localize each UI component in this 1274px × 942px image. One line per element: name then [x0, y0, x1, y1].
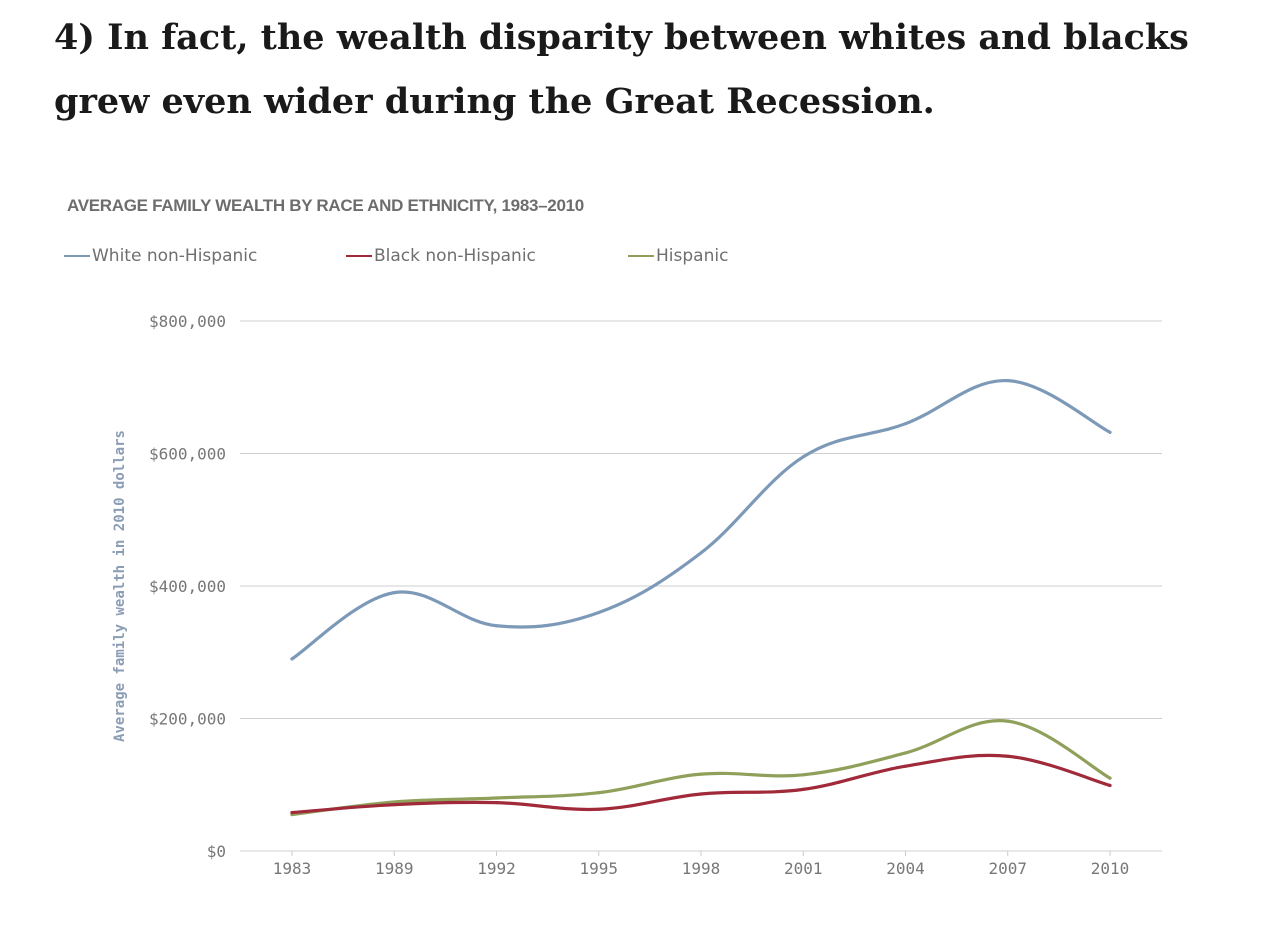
legend-item-hispanic: Hispanic — [628, 246, 728, 266]
x-tick-label: 1998 — [682, 859, 721, 878]
x-tick-label: 1989 — [375, 859, 414, 878]
data-point-hispanic — [494, 796, 499, 800]
x-tick-label: 2010 — [1091, 859, 1130, 878]
data-point-black-non-hispanic — [699, 792, 703, 796]
data-point-white-non-hispanic — [494, 624, 499, 628]
y-tick-label: $600,000 — [149, 445, 226, 464]
legend-swatch-black — [346, 255, 372, 257]
data-point-black-non-hispanic — [290, 810, 294, 815]
x-tick-label: 1992 — [477, 859, 516, 878]
legend-item-black: Black non-Hispanic — [346, 246, 536, 266]
data-point-white-non-hispanic — [801, 455, 805, 459]
y-tick-label: $200,000 — [149, 710, 226, 729]
legend-swatch-white — [64, 255, 90, 257]
y-tick-label: $0 — [207, 842, 226, 861]
legend-label-hispanic: Hispanic — [656, 246, 729, 266]
data-point-white-non-hispanic — [1108, 430, 1112, 434]
x-tick-label: 1995 — [579, 859, 618, 878]
data-point-white-non-hispanic — [1006, 379, 1010, 383]
data-point-hispanic — [597, 791, 601, 795]
data-point-white-non-hispanic — [392, 591, 396, 595]
x-tick-label: 2004 — [886, 859, 925, 878]
x-tick-label: 1983 — [273, 859, 312, 878]
data-point-white-non-hispanic — [597, 610, 601, 615]
y-tick-label: $800,000 — [149, 312, 226, 331]
data-point-hispanic — [801, 773, 805, 777]
data-point-hispanic — [699, 772, 703, 776]
legend-label-white: White non-Hispanic — [92, 246, 258, 266]
x-tick-label: 2007 — [988, 859, 1027, 878]
data-point-hispanic — [903, 751, 908, 755]
legend-label-black: Black non-Hispanic — [374, 246, 536, 266]
y-tick-label: $400,000 — [149, 577, 226, 596]
data-point-white-non-hispanic — [699, 551, 703, 555]
data-point-black-non-hispanic — [494, 801, 499, 805]
series-line-white-non-hispanic — [290, 379, 1112, 661]
page-headline: 4) In fact, the wealth disparity between… — [54, 17, 1189, 122]
data-point-black-non-hispanic — [597, 807, 601, 811]
data-point-black-non-hispanic — [801, 787, 805, 791]
x-tick-label: 2001 — [784, 859, 823, 878]
series-line-hispanic — [290, 719, 1112, 817]
data-point-hispanic — [1108, 776, 1112, 780]
data-point-white-non-hispanic — [903, 422, 908, 426]
data-point-black-non-hispanic — [1108, 783, 1112, 788]
legend-swatch-hispanic — [628, 255, 654, 257]
data-point-hispanic — [392, 800, 396, 804]
data-point-black-non-hispanic — [392, 803, 396, 807]
series-line-black-non-hispanic — [290, 753, 1112, 815]
legend-item-white: White non-Hispanic — [64, 246, 257, 266]
y-axis-label: Average family wealth in 2010 dollars — [112, 430, 128, 742]
chart-title: AVERAGE FAMILY WEALTH BY RACE AND ETHNIC… — [67, 196, 584, 215]
data-point-hispanic — [1006, 719, 1010, 723]
chart-legend: White non-Hispanic Black non-Hispanic Hi… — [0, 246, 1274, 270]
data-point-black-non-hispanic — [903, 764, 908, 768]
data-point-black-non-hispanic — [1006, 754, 1010, 758]
data-point-white-non-hispanic — [290, 657, 294, 661]
